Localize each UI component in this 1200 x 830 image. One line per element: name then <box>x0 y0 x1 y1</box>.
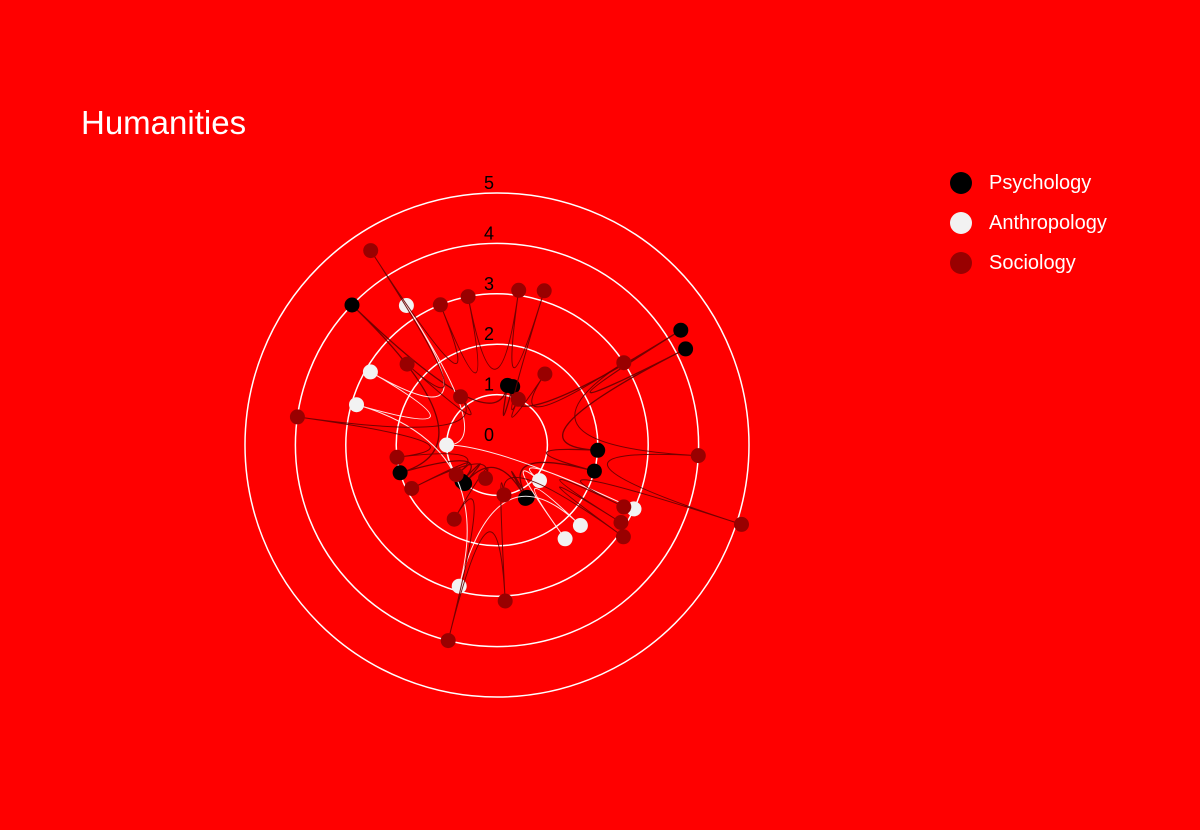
data-point-sociology-10 <box>440 633 456 649</box>
data-point-sociology-15 <box>389 449 405 465</box>
grid-ring-4 <box>294 242 700 648</box>
grid-ring-5 <box>244 192 750 698</box>
tick-label-4: 4 <box>484 223 494 243</box>
data-point-sociology-0 <box>510 391 526 407</box>
data-point-sociology-19 <box>363 243 379 259</box>
data-point-sociology-6 <box>613 515 629 530</box>
grid-ring-2 <box>395 343 599 547</box>
legend-item-psychology[interactable]: Psychology <box>950 163 1107 203</box>
data-point-psychology-1 <box>505 379 521 395</box>
data-point-sociology-3 <box>690 448 706 464</box>
legend-item-sociology[interactable]: Sociology <box>950 243 1107 283</box>
data-point-psychology-3 <box>678 341 694 357</box>
data-point-sociology-17 <box>453 389 469 405</box>
data-point-sociology-8 <box>496 487 512 503</box>
tick-label-1: 1 <box>484 375 494 395</box>
data-point-anthropology-6 <box>349 397 364 413</box>
data-point-sociology-23 <box>536 283 552 299</box>
chart-title: Humanities <box>81 104 247 141</box>
data-point-anthropology-0 <box>439 437 455 453</box>
data-point-sociology-13 <box>404 481 420 496</box>
legend-label: Anthropology <box>989 211 1107 234</box>
data-point-psychology-4 <box>590 442 606 458</box>
data-point-sociology-11 <box>446 511 462 527</box>
data-point-sociology-2 <box>616 355 632 371</box>
tick-label-0: 0 <box>484 425 494 445</box>
data-point-sociology-7 <box>615 529 631 545</box>
data-point-sociology-1 <box>537 366 553 382</box>
tick-label-5: 5 <box>484 173 494 193</box>
data-point-anthropology-4 <box>572 518 588 533</box>
data-point-anthropology-3 <box>557 531 573 547</box>
legend-swatch <box>950 252 972 274</box>
legend-label: Sociology <box>989 251 1076 274</box>
series-sociology <box>289 243 749 649</box>
data-point-psychology-11 <box>344 297 360 313</box>
data-point-sociology-16 <box>289 409 305 425</box>
series-line-sociology <box>297 250 742 641</box>
legend-item-anthropology[interactable]: Anthropology <box>950 203 1107 243</box>
data-point-sociology-20 <box>432 297 448 313</box>
data-point-anthropology-8 <box>398 298 414 313</box>
radial-tick-labels: 0 1 2 3 4 5 <box>484 173 494 445</box>
legend-swatch <box>950 172 972 194</box>
series-line-anthropology <box>356 305 635 587</box>
data-point-psychology-5 <box>586 463 602 479</box>
data-point-sociology-5 <box>616 499 632 515</box>
legend-label: Psychology <box>989 171 1092 194</box>
data-point-anthropology-2 <box>532 473 547 489</box>
data-point-sociology-14 <box>448 467 464 483</box>
legend-swatch <box>950 212 972 234</box>
radial-grid <box>244 192 750 698</box>
data-point-sociology-9 <box>497 593 513 609</box>
data-point-anthropology-5 <box>451 578 467 594</box>
data-point-sociology-21 <box>460 289 476 305</box>
grid-ring-3 <box>345 293 649 597</box>
tick-label-3: 3 <box>484 274 494 294</box>
data-point-anthropology-7 <box>362 364 378 380</box>
series-anthropology <box>349 298 642 594</box>
data-point-psychology-7 <box>517 490 533 506</box>
data-point-sociology-4 <box>734 516 749 532</box>
data-point-sociology-18 <box>399 356 415 372</box>
data-point-sociology-22 <box>511 282 527 298</box>
data-point-psychology-10 <box>392 465 408 481</box>
data-point-sociology-12 <box>478 470 493 486</box>
legend: Psychology Anthropology Sociology <box>950 163 1107 283</box>
data-point-psychology-2 <box>673 322 689 338</box>
tick-label-2: 2 <box>484 324 494 344</box>
